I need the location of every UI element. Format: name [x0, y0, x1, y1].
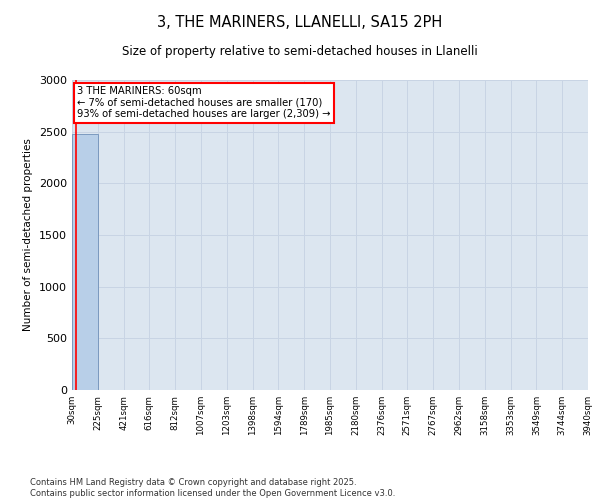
Text: 3, THE MARINERS, LLANELLI, SA15 2PH: 3, THE MARINERS, LLANELLI, SA15 2PH	[157, 15, 443, 30]
Text: Contains HM Land Registry data © Crown copyright and database right 2025.
Contai: Contains HM Land Registry data © Crown c…	[30, 478, 395, 498]
Y-axis label: Number of semi-detached properties: Number of semi-detached properties	[23, 138, 34, 332]
Text: Size of property relative to semi-detached houses in Llanelli: Size of property relative to semi-detach…	[122, 45, 478, 58]
Bar	[72, 134, 98, 390]
Text: 3 THE MARINERS: 60sqm
← 7% of semi-detached houses are smaller (170)
93% of semi: 3 THE MARINERS: 60sqm ← 7% of semi-detac…	[77, 86, 331, 120]
